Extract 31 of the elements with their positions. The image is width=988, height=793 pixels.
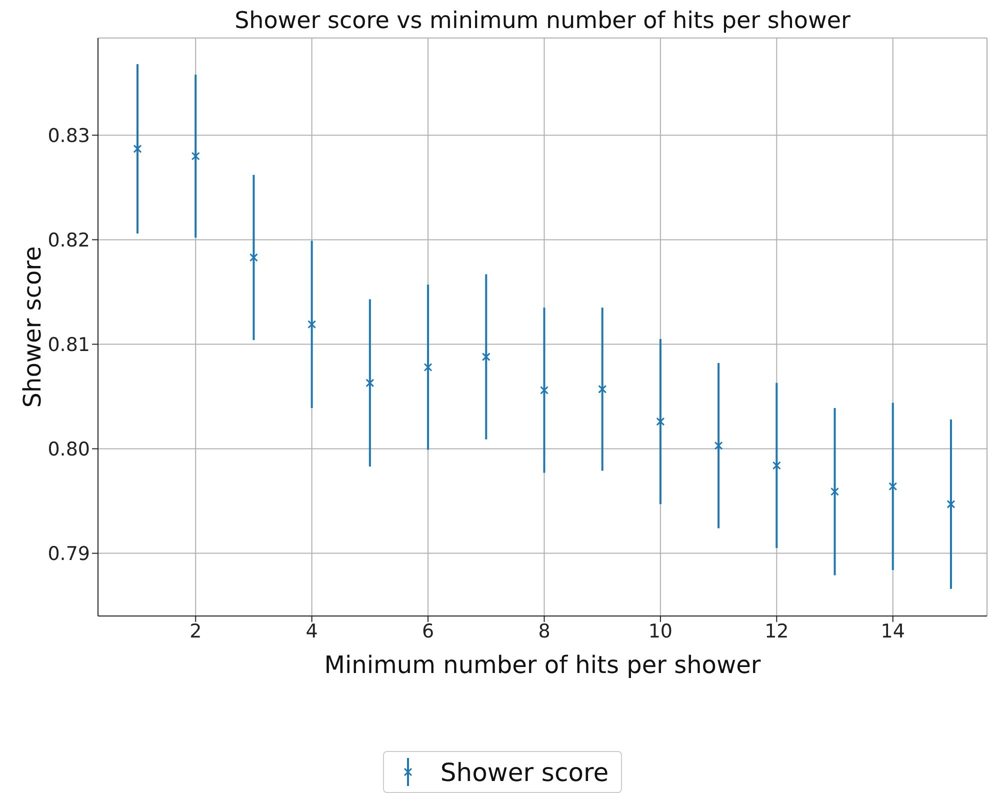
y-tick-label: 0.80 bbox=[48, 438, 90, 461]
point bbox=[191, 152, 200, 160]
x-tick-label: 12 bbox=[764, 620, 789, 642]
point bbox=[482, 352, 490, 362]
y-axis-title: Shower score bbox=[18, 246, 47, 408]
x-tick-label: 14 bbox=[880, 620, 905, 642]
point bbox=[424, 362, 432, 372]
point bbox=[946, 500, 956, 508]
y-tick-label: 0.81 bbox=[48, 334, 90, 356]
x-axis-title: Minimum number of hits per shower bbox=[324, 651, 761, 679]
y-tick-label: 0.82 bbox=[48, 229, 90, 252]
point bbox=[308, 320, 316, 329]
point bbox=[540, 386, 548, 394]
point bbox=[830, 487, 840, 496]
point bbox=[714, 441, 723, 450]
point bbox=[598, 384, 607, 394]
point bbox=[772, 461, 781, 470]
x-tick-label: 10 bbox=[648, 620, 673, 642]
point bbox=[656, 417, 665, 426]
x-tick-label: 6 bbox=[422, 620, 434, 642]
point bbox=[249, 253, 258, 262]
legend-label: Shower score bbox=[440, 758, 609, 786]
x-tick-label: 2 bbox=[190, 620, 202, 642]
y-tick-label: 0.79 bbox=[48, 543, 90, 566]
y-tick-label: 0.83 bbox=[48, 124, 90, 147]
chart-title: Shower score vs minimum number of hits per shower bbox=[234, 8, 852, 34]
x-tick-label: 8 bbox=[538, 620, 550, 642]
point bbox=[366, 378, 374, 388]
point bbox=[888, 482, 898, 491]
x-tick-label: 4 bbox=[306, 620, 318, 642]
point bbox=[133, 144, 142, 154]
